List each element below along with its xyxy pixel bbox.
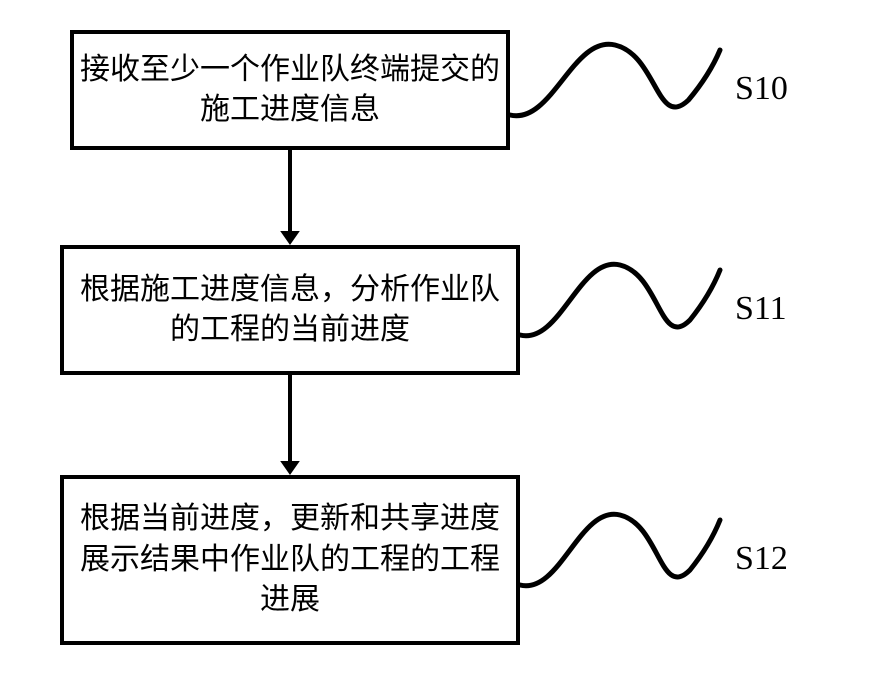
step-label: S12 xyxy=(735,540,788,578)
step-label-text: S12 xyxy=(735,540,788,577)
step-squiggle xyxy=(0,0,882,696)
flowchart-canvas: 接收至少一个作业队终端提交的 施工进度信息 根据施工进度信息，分析作业队 的工程… xyxy=(0,0,882,696)
